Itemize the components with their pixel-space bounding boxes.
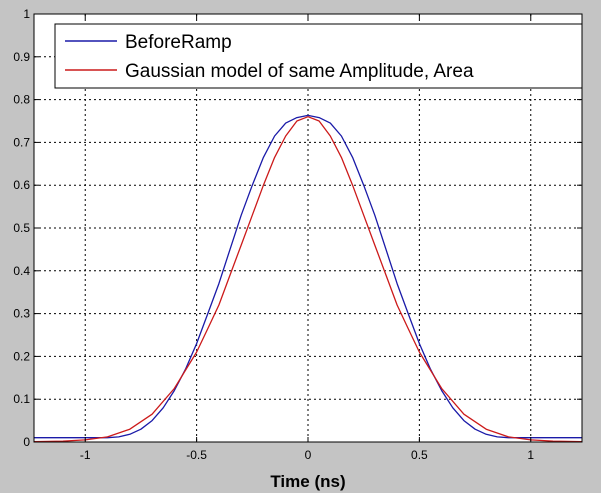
tick-labels: -1 -0.5 0 0.5 1 0 0.1 0.2 0.3 0.4 0.5 0.6 0.7 0.8 0.9 1 xyxy=(13,7,534,462)
tick-marks xyxy=(34,13,582,443)
x-tick-label: 1 xyxy=(527,448,534,462)
series-line-beforeramp xyxy=(34,114,582,439)
legend-entry-label: BeforeRamp xyxy=(125,32,232,53)
series-layer xyxy=(33,114,583,443)
y-tick-label: 0.4 xyxy=(13,264,30,278)
series-line-gaussian-model xyxy=(33,116,583,443)
y-tick-label: 0.1 xyxy=(13,392,30,406)
y-tick-label: 0.5 xyxy=(13,221,30,235)
legend-box xyxy=(54,23,583,89)
y-tick-label: 0.7 xyxy=(13,135,30,149)
y-tick-label: 0.8 xyxy=(13,93,30,107)
legend-entry-label: Gaussian model of same Amplitude, Area xyxy=(125,61,474,82)
x-tick-label: -0.5 xyxy=(186,448,207,462)
legend: BeforeRamp Gaussian model of same Amplitu… xyxy=(54,23,583,89)
x-tick-label: -1 xyxy=(80,448,91,462)
y-tick-label: 0.6 xyxy=(13,178,30,192)
x-axis-label: Time (ns) xyxy=(270,472,345,491)
x-tick-label: 0.5 xyxy=(411,448,428,462)
y-tick-label: 0.9 xyxy=(13,50,30,64)
y-tick-label: 0.3 xyxy=(13,307,30,321)
y-tick-label: 0 xyxy=(23,435,30,449)
y-tick-label: 0.2 xyxy=(13,349,30,363)
y-tick-label: 1 xyxy=(23,7,30,21)
x-tick-label: 0 xyxy=(305,448,312,462)
